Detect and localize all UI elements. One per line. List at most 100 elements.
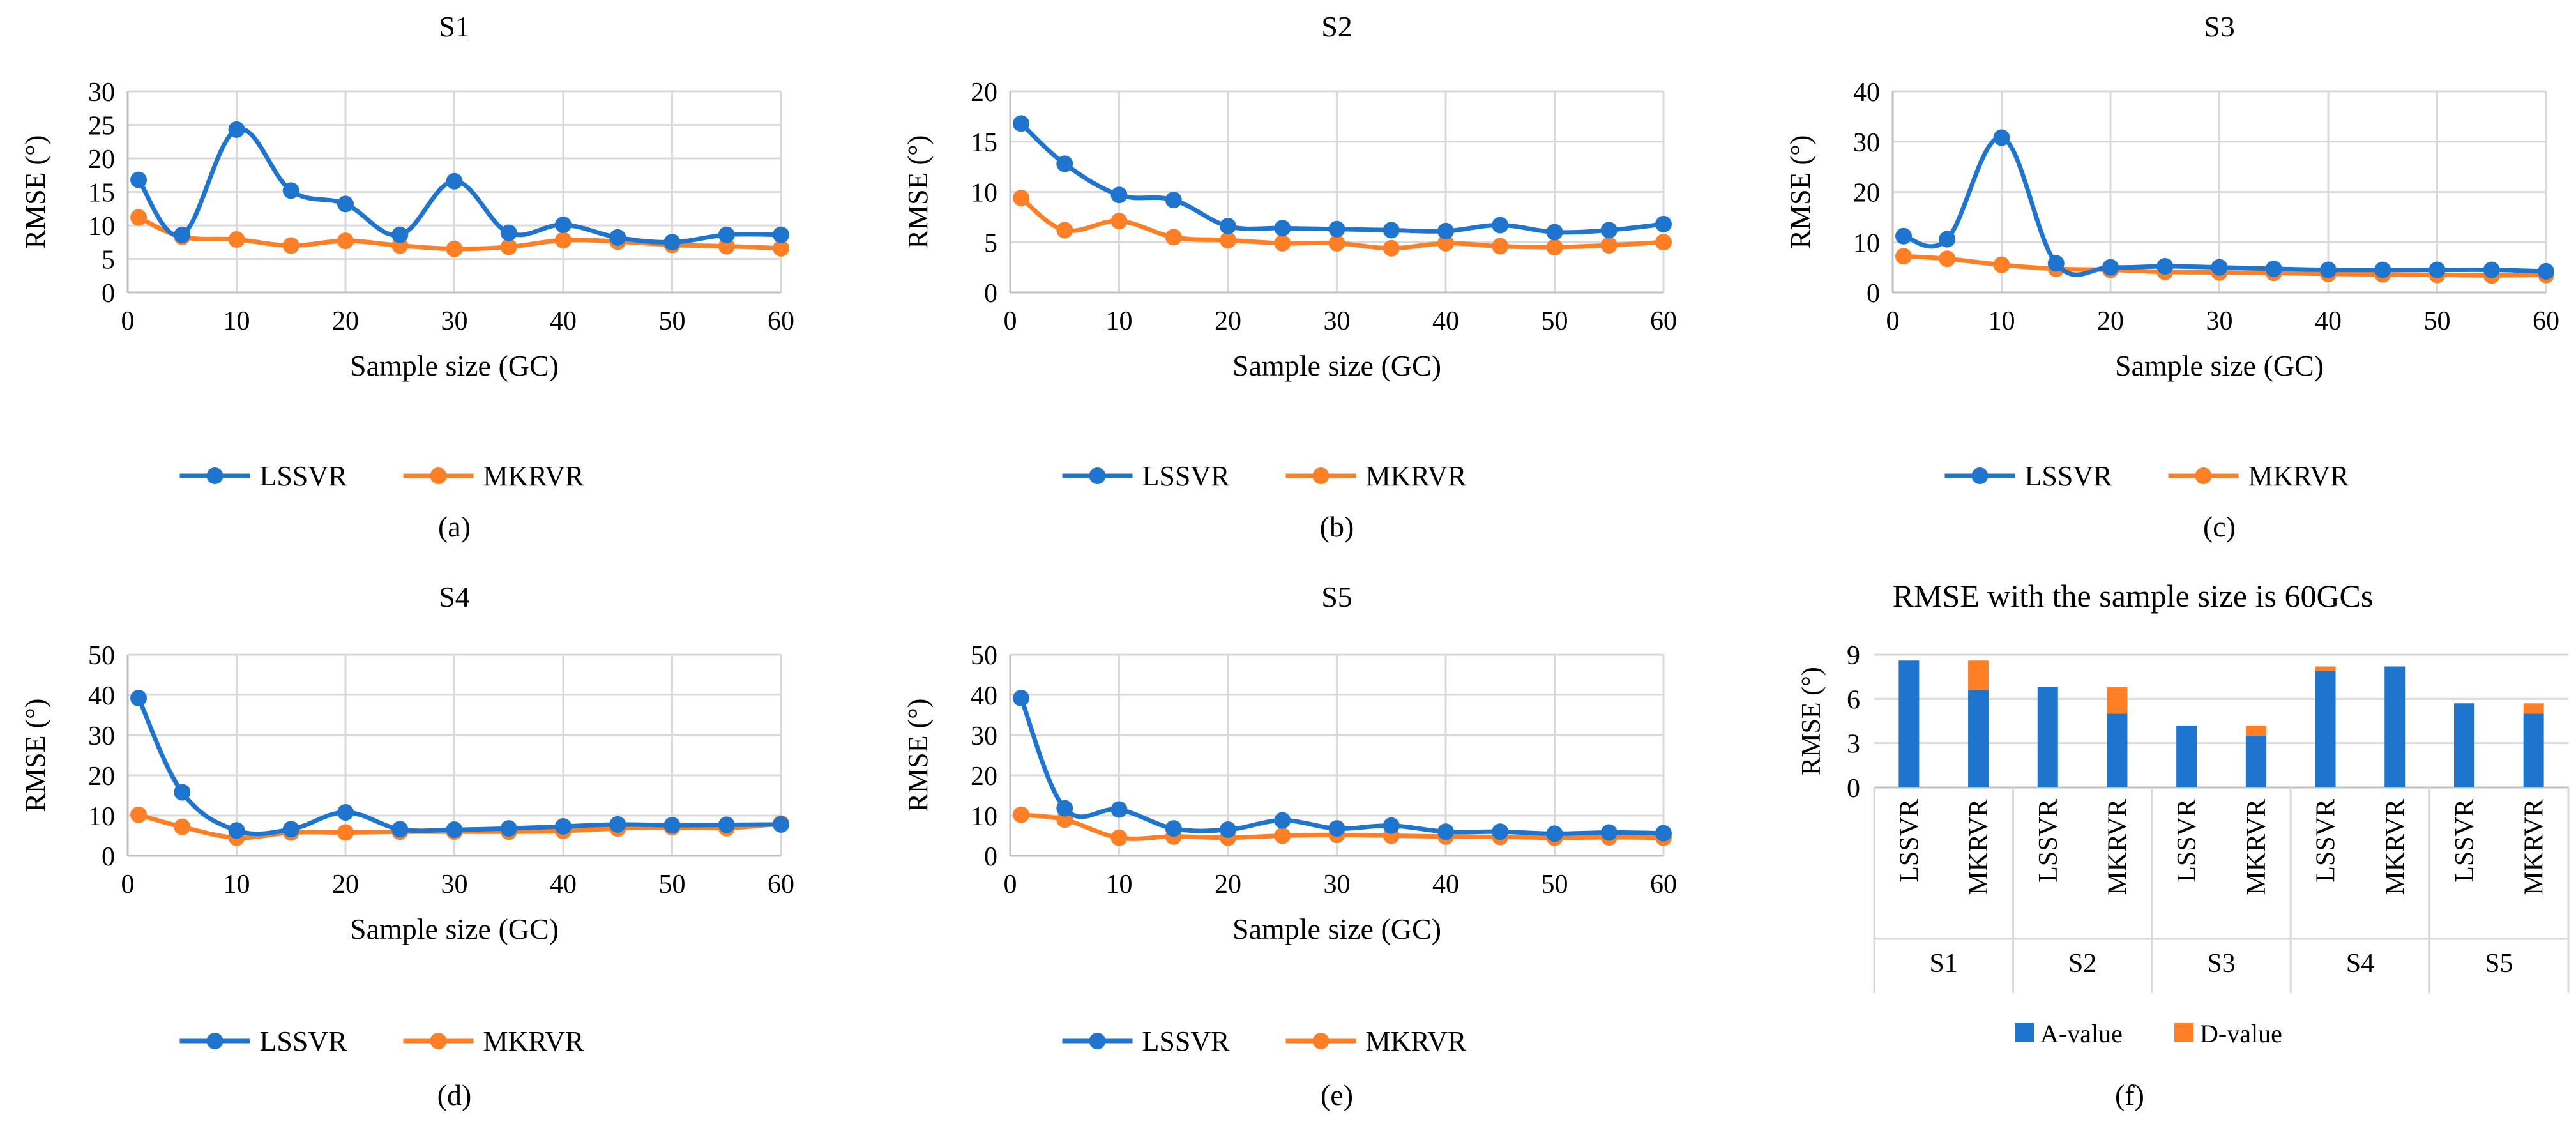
data-point-lssvr (2483, 261, 2500, 278)
data-point-lssvr (1437, 823, 1454, 840)
category-label: MKRVR (2520, 799, 2549, 895)
x-tick-label: 10 (224, 307, 250, 336)
legend-marker (1312, 467, 1330, 484)
data-point-mkrvr (1013, 806, 1030, 823)
series-line-lssvr (1903, 135, 2547, 277)
category-label: MKRVR (2103, 799, 2132, 895)
y-tick-label: 5 (984, 229, 997, 258)
panel-label: (a) (438, 510, 471, 543)
bar-a-value (2453, 703, 2474, 787)
x-tick-label: 60 (2533, 307, 2559, 336)
y-tick-label: 10 (971, 179, 997, 208)
legend-label: LSSVR (260, 1026, 348, 1057)
y-tick-label: 0 (1847, 774, 1860, 803)
x-tick-label: 0 (1004, 307, 1017, 336)
x-tick-label: 10 (224, 870, 250, 899)
data-point-lssvr (1220, 821, 1236, 839)
data-point-lssvr (337, 803, 354, 821)
y-tick-label: 50 (88, 641, 115, 671)
x-tick-label: 20 (2097, 307, 2124, 336)
data-point-mkrvr (1546, 239, 1563, 256)
chart-title: RMSE with the sample size is 60GCs (1893, 578, 2374, 614)
bar-chart: RMSE with the sample size is 60GCs 0 3 6 9 RM… (1797, 578, 2570, 1111)
legend-label: MKRVR (1366, 1026, 1467, 1057)
data-point-lssvr (500, 224, 517, 241)
data-point-lssvr (446, 821, 463, 839)
data-point-mkrvr (1274, 234, 1291, 252)
legend: LSSVR MKRVR (1062, 1026, 1467, 1057)
data-point-mkrvr (282, 237, 299, 254)
x-tick-label: 30 (1324, 307, 1351, 336)
y-axis-label: RMSE (°) (1785, 135, 1816, 249)
category-label: MKRVR (2242, 799, 2271, 895)
data-point-lssvr (1328, 220, 1345, 238)
bar-d-value (2245, 725, 2266, 736)
y-tick-label: 0 (102, 279, 115, 308)
data-point-lssvr (130, 171, 148, 188)
y-tick-label: 20 (971, 78, 997, 107)
category-label: LSSVR (2312, 799, 2341, 883)
chart-title: S2 (1321, 10, 1352, 43)
y-tick-label: 0 (102, 842, 115, 872)
legend-label: D-value (2200, 1019, 2282, 1048)
x-axis-label: Sample size (GC) (1232, 913, 1441, 945)
y-axis-label: RMSE (°) (902, 699, 934, 812)
x-tick-label: 50 (2424, 307, 2451, 336)
x-tick-label: 10 (1106, 870, 1133, 899)
line-chart-1: 0 5 10 15 20 25 30 0 10 20 30 40 50 60 S1 Sample size (… (20, 10, 794, 543)
data-point-mkrvr (1437, 234, 1454, 252)
bar-a-value (2037, 687, 2058, 787)
chart-title: S1 (439, 10, 470, 43)
y-tick-label: 15 (88, 179, 115, 208)
group-label: S3 (2207, 949, 2235, 978)
x-tick-label: 50 (1542, 307, 1568, 336)
data-point-mkrvr (1895, 248, 1913, 265)
legend-marker (2195, 467, 2212, 484)
panel-label: (b) (1320, 510, 1354, 543)
legend-swatch-d (2174, 1023, 2193, 1042)
legend-marker (430, 1033, 447, 1049)
x-tick-label: 40 (550, 307, 577, 336)
data-point-lssvr (2156, 258, 2174, 275)
data-point-mkrvr (1056, 222, 1073, 239)
data-point-mkrvr (130, 209, 148, 226)
legend-label: LSSVR (2025, 460, 2113, 492)
data-point-lssvr (1328, 820, 1345, 837)
data-point-lssvr (2265, 260, 2282, 277)
data-point-lssvr (609, 816, 626, 833)
y-tick-label: 10 (1853, 229, 1880, 258)
x-tick-label: 40 (2315, 307, 2342, 336)
bar-a-value (1968, 690, 1989, 787)
data-point-mkrvr (1492, 238, 1509, 255)
legend-label: MKRVR (483, 1026, 584, 1057)
bar-a-value (2107, 713, 2128, 787)
legend-label: A-value (2040, 1019, 2123, 1048)
data-point-lssvr (391, 226, 409, 243)
x-axis-label: Sample size (GC) (350, 913, 559, 945)
group-label: S2 (2068, 949, 2096, 978)
x-tick-label: 0 (1886, 307, 1900, 336)
group-label: S1 (1930, 949, 1958, 978)
data-point-lssvr (1220, 218, 1236, 235)
legend: LSSVR MKRVR (179, 460, 584, 492)
y-tick-label: 30 (971, 722, 997, 751)
x-tick-label: 50 (659, 307, 686, 336)
data-point-lssvr (1110, 186, 1128, 204)
data-point-lssvr (1165, 192, 1182, 209)
y-tick-label: 40 (88, 681, 115, 711)
data-point-mkrvr (1110, 213, 1128, 230)
data-point-lssvr (1165, 820, 1182, 837)
category-label: LSSVR (2172, 799, 2202, 883)
data-point-lssvr (1437, 222, 1454, 239)
x-tick-label: 30 (1324, 870, 1351, 899)
data-point-mkrvr (500, 238, 517, 255)
data-point-mkrvr (1600, 236, 1618, 254)
data-point-lssvr (282, 182, 299, 199)
data-point-lssvr (2320, 261, 2337, 278)
x-tick-label: 40 (1432, 307, 1459, 336)
group-label: S5 (2485, 949, 2513, 978)
data-point-mkrvr (1993, 256, 2010, 273)
legend-marker (206, 1033, 224, 1049)
data-point-mkrvr (337, 824, 354, 841)
